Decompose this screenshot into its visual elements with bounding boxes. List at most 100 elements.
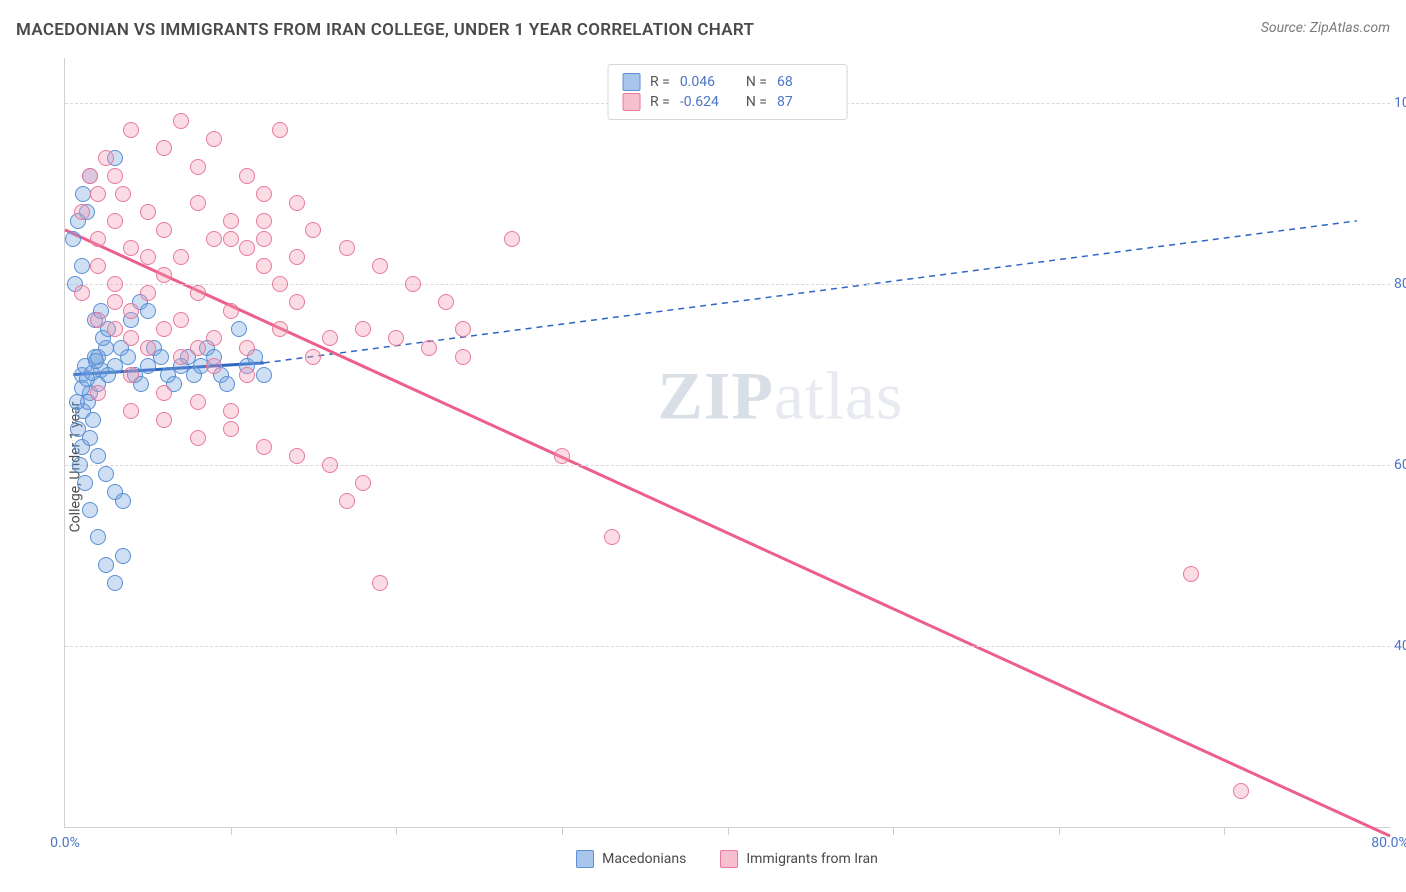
data-point [1233, 783, 1249, 799]
data-point [72, 457, 88, 473]
data-point [173, 113, 189, 129]
data-point [107, 276, 123, 292]
data-point [190, 159, 206, 175]
data-point [272, 122, 288, 138]
header: MACEDONIAN VS IMMIGRANTS FROM IRAN COLLE… [16, 20, 1390, 50]
plot-area: ZIPatlas R =0.046N =68R =-0.624N =87 0.0… [64, 58, 1390, 828]
legend-r-label: R = [650, 74, 670, 90]
data-point [190, 195, 206, 211]
x-tick [396, 827, 397, 835]
data-point [153, 349, 169, 365]
data-point [355, 475, 371, 491]
data-point [90, 448, 106, 464]
data-point [156, 385, 172, 401]
x-tick [1224, 827, 1225, 835]
data-point [554, 448, 570, 464]
data-point [140, 303, 156, 319]
legend-swatch [576, 850, 594, 868]
data-point [289, 195, 305, 211]
data-point [256, 258, 272, 274]
data-point [272, 321, 288, 337]
data-point [223, 213, 239, 229]
legend-item: Immigrants from Iran [720, 850, 878, 868]
legend-n-label: N = [746, 74, 767, 90]
data-point [98, 466, 114, 482]
data-point [98, 150, 114, 166]
chart-container: College, Under 1 year ZIPatlas R =0.046N… [16, 58, 1390, 876]
data-point [90, 312, 106, 328]
data-point [405, 276, 421, 292]
data-point [74, 285, 90, 301]
y-tick-label: 80.0% [1394, 276, 1406, 292]
data-point [107, 575, 123, 591]
legend-label: Immigrants from Iran [746, 851, 878, 867]
data-point [190, 430, 206, 446]
data-point [82, 430, 98, 446]
legend-swatch [622, 73, 640, 91]
data-point [239, 240, 255, 256]
data-point [123, 330, 139, 346]
data-point [90, 186, 106, 202]
data-point [85, 412, 101, 428]
data-point [421, 340, 437, 356]
data-point [206, 358, 222, 374]
data-point [322, 330, 338, 346]
y-tick-label: 40.0% [1394, 638, 1406, 654]
data-point [156, 412, 172, 428]
legend-r-value: -0.624 [680, 94, 736, 110]
source-credit: Source: ZipAtlas.com [1261, 20, 1390, 36]
y-tick-label: 100.0% [1394, 95, 1406, 111]
legend-r-label: R = [650, 94, 670, 110]
data-point [156, 267, 172, 283]
data-point [190, 285, 206, 301]
data-point [305, 222, 321, 238]
x-tick [231, 827, 232, 835]
legend-n-value: 68 [777, 74, 833, 90]
gridline [65, 284, 1390, 285]
data-point [206, 231, 222, 247]
data-point [115, 493, 131, 509]
legend-r-value: 0.046 [680, 74, 736, 90]
data-point [90, 529, 106, 545]
data-point [123, 240, 139, 256]
data-point [190, 394, 206, 410]
data-point [223, 231, 239, 247]
data-point [190, 340, 206, 356]
data-point [82, 168, 98, 184]
data-point [107, 294, 123, 310]
data-point [223, 421, 239, 437]
y-tick-label: 60.0% [1394, 457, 1406, 473]
data-point [140, 249, 156, 265]
data-point [256, 367, 272, 383]
watermark: ZIPatlas [658, 357, 904, 436]
data-point [65, 231, 81, 247]
data-point [140, 285, 156, 301]
data-point [355, 321, 371, 337]
legend-n-value: 87 [777, 94, 833, 110]
data-point [289, 448, 305, 464]
legend-row: R = 0.046 N = 68 [622, 73, 833, 91]
data-point [156, 321, 172, 337]
x-tick [1059, 827, 1060, 835]
data-point [123, 122, 139, 138]
data-point [90, 231, 106, 247]
data-point [206, 330, 222, 346]
gridline [65, 646, 1390, 647]
data-point [223, 403, 239, 419]
data-point [88, 353, 104, 369]
data-point [115, 548, 131, 564]
data-point [90, 385, 106, 401]
data-point [123, 403, 139, 419]
data-point [107, 213, 123, 229]
data-point [256, 213, 272, 229]
data-point [239, 340, 255, 356]
data-point [74, 204, 90, 220]
chart-title: MACEDONIAN VS IMMIGRANTS FROM IRAN COLLE… [16, 20, 754, 40]
data-point [504, 231, 520, 247]
x-tick [893, 827, 894, 835]
data-point [156, 222, 172, 238]
data-point [115, 186, 131, 202]
data-point [173, 249, 189, 265]
x-tick-label: 0.0% [50, 835, 80, 851]
data-point [107, 168, 123, 184]
